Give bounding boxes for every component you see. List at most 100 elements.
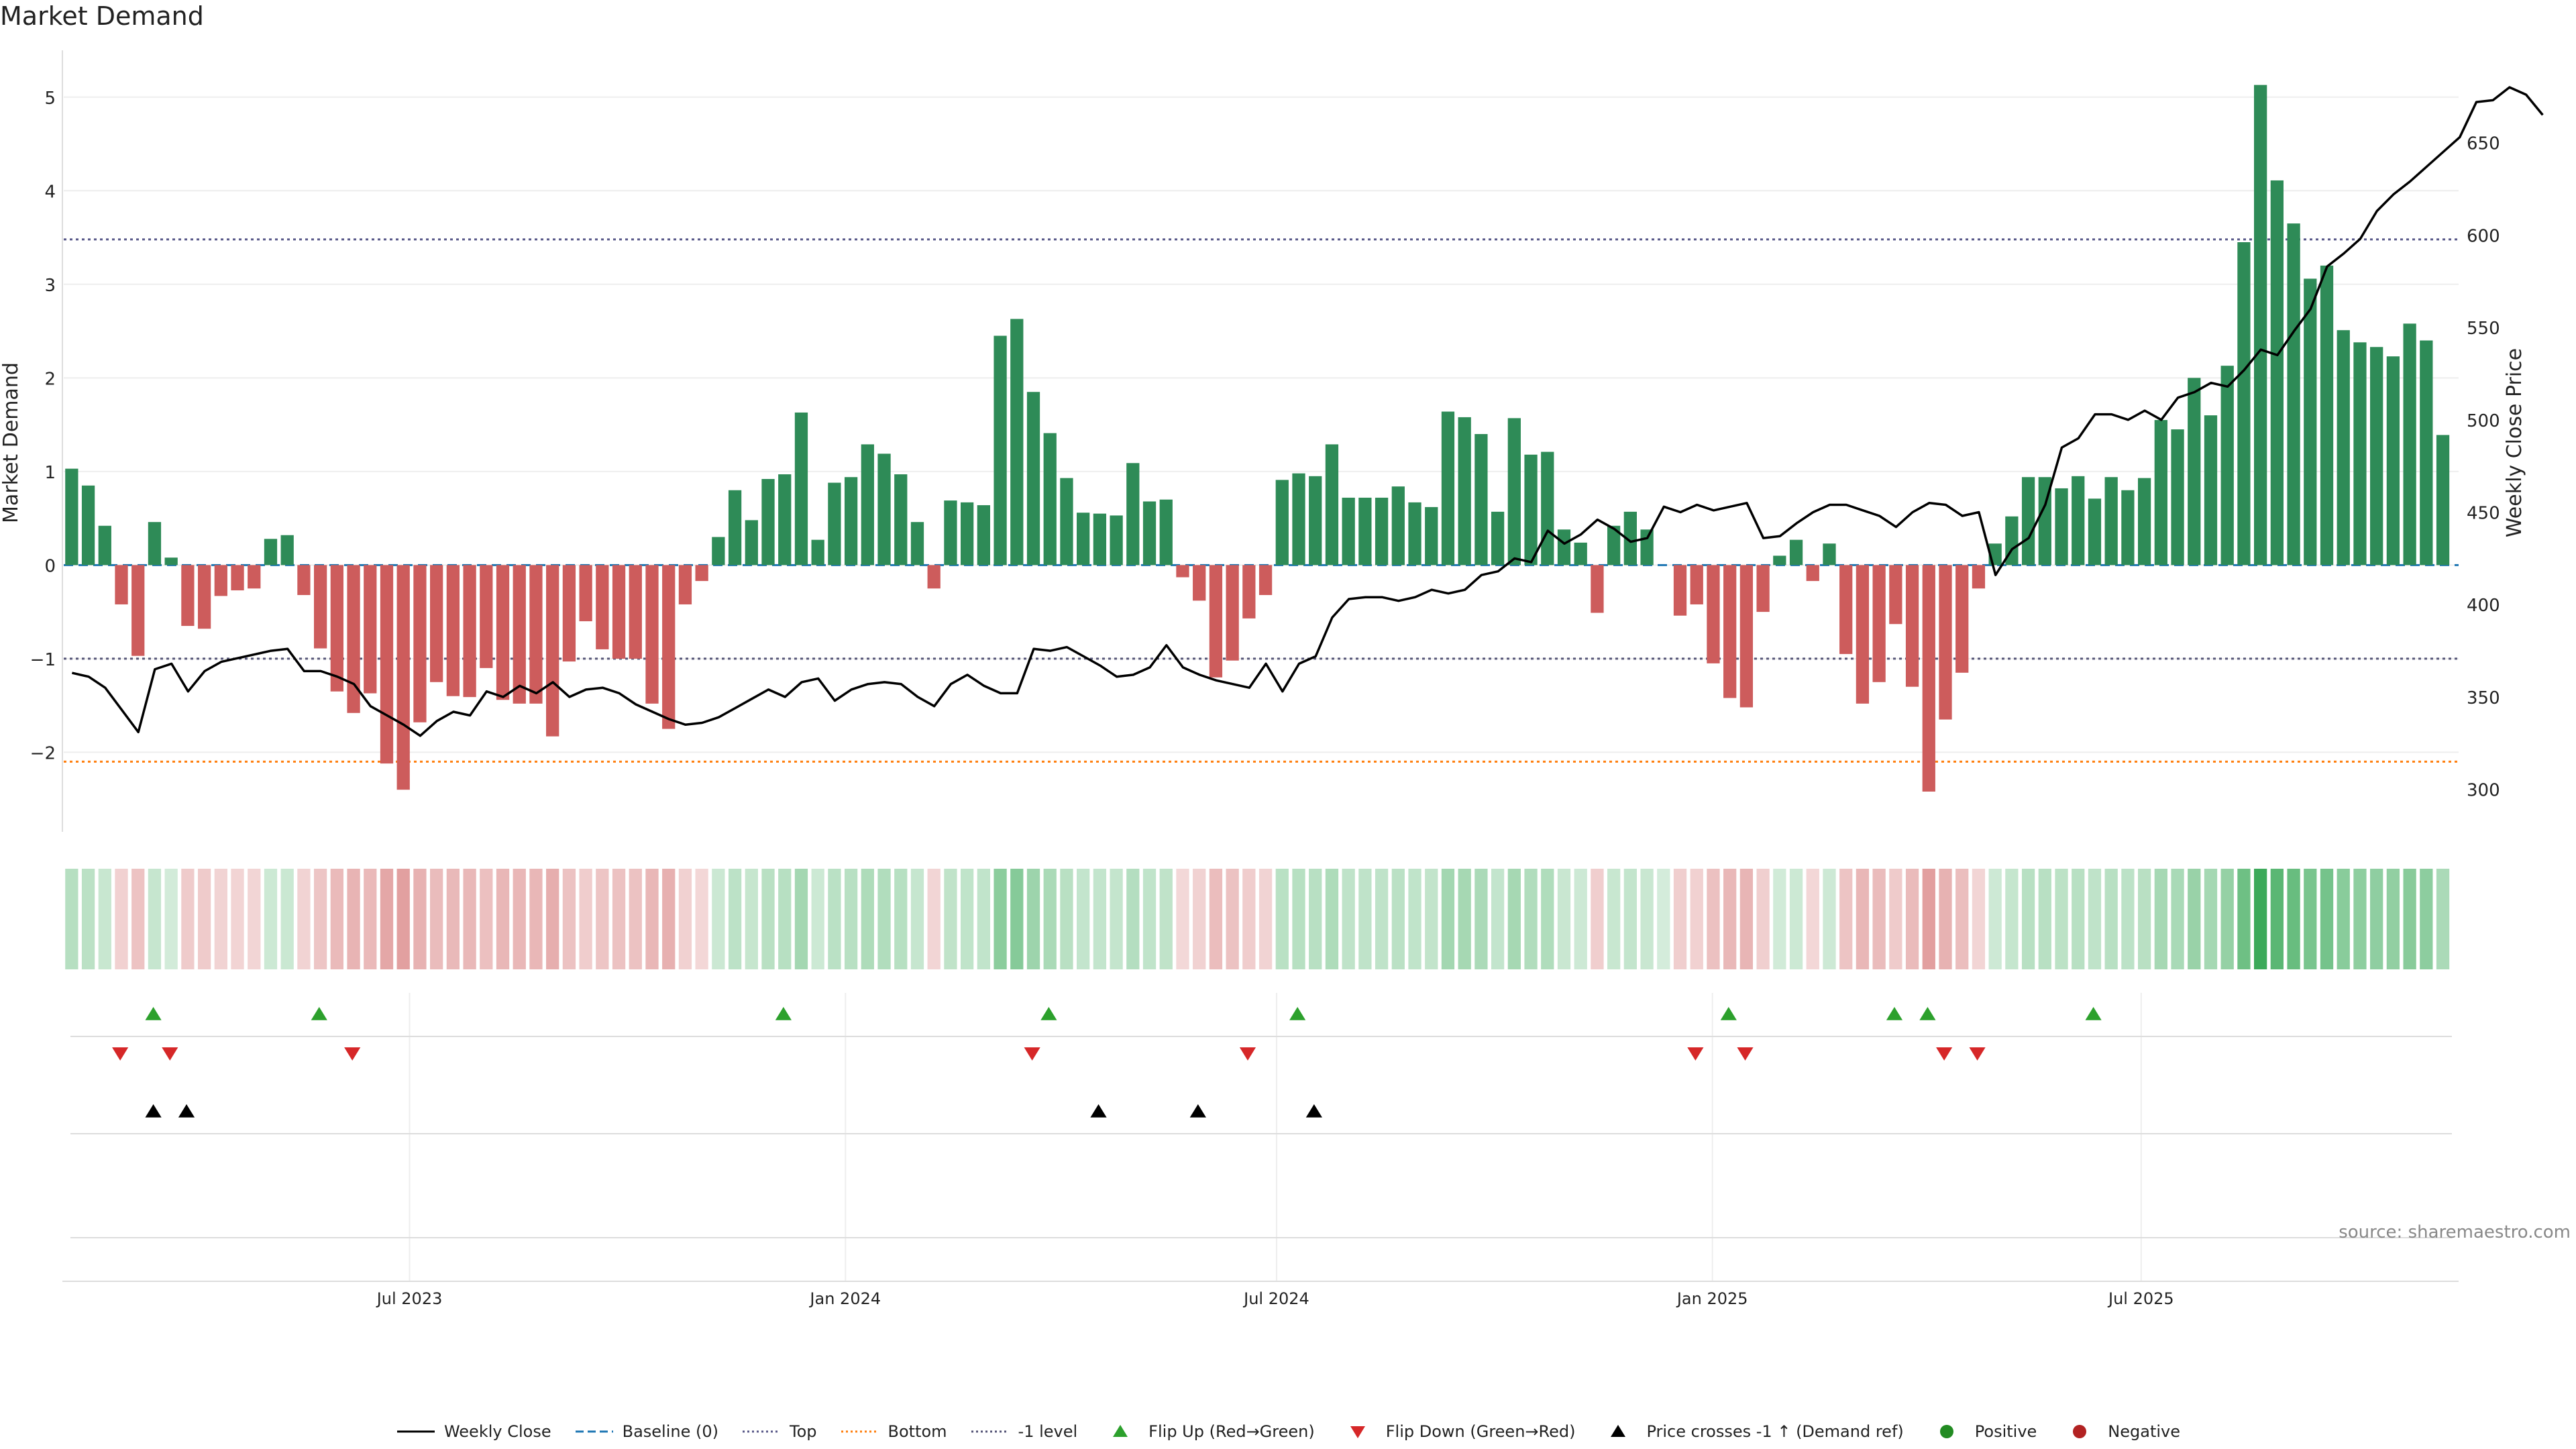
flip-up-marker — [1040, 1007, 1057, 1020]
demand-bar — [1242, 565, 1256, 619]
y-tick-label: −2 — [30, 743, 56, 763]
legend-label: Baseline (0) — [622, 1422, 718, 1441]
heat-cell — [2088, 869, 2102, 969]
x-tick-label: Jan 2024 — [808, 1289, 881, 1308]
heat-cell — [1607, 869, 1621, 969]
demand-bar — [2188, 378, 2201, 566]
flip-up-marker — [1289, 1007, 1306, 1020]
y-tick-label: 3 — [44, 276, 56, 296]
heat-cell — [1342, 869, 1355, 969]
legend-label: Flip Down (Green→Red) — [1385, 1422, 1576, 1441]
heat-cell — [1723, 869, 1737, 969]
demand-bar — [1010, 319, 1024, 566]
y-tick-label: 5 — [44, 89, 56, 109]
heat-cell — [463, 869, 476, 969]
heat-cell — [695, 869, 708, 969]
demand-bar — [2121, 490, 2135, 566]
heat-cell — [1690, 869, 1703, 969]
heatmap-strip — [65, 869, 2450, 969]
heat-cell — [1026, 869, 1040, 969]
source-note: source: sharemaestro.com — [2339, 1222, 2571, 1242]
axes: −2 −1 0 1 2 3 4 5 300 350 400 450 500 550 600 650 Jul 20… — [30, 50, 2500, 1308]
heat-cell — [1905, 869, 1919, 969]
demand-bar — [396, 565, 410, 790]
legend-item: -1 level — [970, 1422, 1077, 1441]
heat-cell — [2386, 869, 2400, 969]
demand-bar — [2220, 366, 2234, 566]
demand-bar — [1126, 463, 1140, 566]
demand-bar — [2137, 478, 2151, 566]
demand-bar — [2420, 340, 2433, 566]
demand-bar — [430, 565, 443, 682]
heat-cell — [1972, 869, 1986, 969]
heat-cell — [1093, 869, 1107, 969]
demand-bar — [313, 565, 327, 649]
flip-down-marker — [162, 1047, 178, 1061]
heat-cell — [1756, 869, 1770, 969]
heat-cell — [977, 869, 990, 969]
demand-bar — [2055, 488, 2068, 566]
demand-bar — [745, 520, 758, 566]
demand-bar — [1806, 565, 1819, 582]
heat-cell — [1226, 869, 1239, 969]
demand-bar — [446, 565, 460, 696]
heat-cell — [1391, 869, 1405, 969]
demand-bar — [280, 535, 294, 566]
demand-bar — [596, 565, 609, 649]
demand-bar — [2337, 330, 2350, 566]
demand-bar — [960, 502, 974, 566]
demand-bar — [1176, 565, 1189, 578]
heat-cell — [181, 869, 195, 969]
demand-bar — [1872, 565, 1886, 682]
demand-bar — [181, 565, 195, 627]
heat-cell — [1408, 869, 1421, 969]
heat-cell — [2304, 869, 2317, 969]
heat-cell — [1524, 869, 1538, 969]
heat-cell — [115, 869, 128, 969]
legend-item: Bottom — [840, 1422, 947, 1441]
heat-cell — [960, 869, 974, 969]
flip-up-marker — [145, 1007, 162, 1020]
heat-cell — [1491, 869, 1505, 969]
heat-cell — [1939, 869, 1952, 969]
legend-item: Price crosses -1 ↑ (Demand ref) — [1598, 1422, 1904, 1441]
demand-bar — [2072, 476, 2085, 566]
heat-cell — [712, 869, 725, 969]
demand-bar — [1541, 451, 1554, 566]
heat-cell — [2237, 869, 2251, 969]
flip-down-marker — [1024, 1047, 1040, 1061]
demand-bar — [1258, 565, 1273, 596]
heat-cell — [446, 869, 460, 969]
y-tick-label: 1 — [44, 463, 56, 483]
demand-bar — [1723, 565, 1737, 698]
demand-bar — [1292, 473, 1305, 566]
heat-cell — [778, 869, 792, 969]
heat-cell — [2320, 869, 2334, 969]
demand-bar — [2038, 477, 2051, 566]
heat-cell — [1806, 869, 1819, 969]
demand-bar — [2270, 180, 2284, 566]
heat-cell — [1657, 869, 1670, 969]
heat-cell — [131, 869, 145, 969]
heat-cell — [480, 869, 493, 969]
heat-cell — [2220, 869, 2234, 969]
heat-cell — [2403, 869, 2416, 969]
heat-cell — [1640, 869, 1654, 969]
demand-bar — [894, 474, 908, 566]
demand-bar — [1673, 565, 1687, 616]
heat-cell — [645, 869, 659, 969]
demand-bar — [778, 474, 792, 566]
demand-bar — [1193, 565, 1206, 601]
demand-bar — [1524, 454, 1538, 566]
heat-cell — [1889, 869, 1902, 969]
heat-cell — [894, 869, 908, 969]
heat-cell — [1773, 869, 1786, 969]
heat-cell — [1574, 869, 1587, 969]
flip-up-marker — [1720, 1007, 1737, 1020]
legend-symbol-icon — [396, 1430, 435, 1433]
demand-bar — [944, 500, 957, 566]
heat-cell — [214, 869, 227, 969]
heat-cell — [496, 869, 510, 969]
chart-title: Market Demand — [0, 1, 204, 31]
heat-cell — [1789, 869, 1803, 969]
